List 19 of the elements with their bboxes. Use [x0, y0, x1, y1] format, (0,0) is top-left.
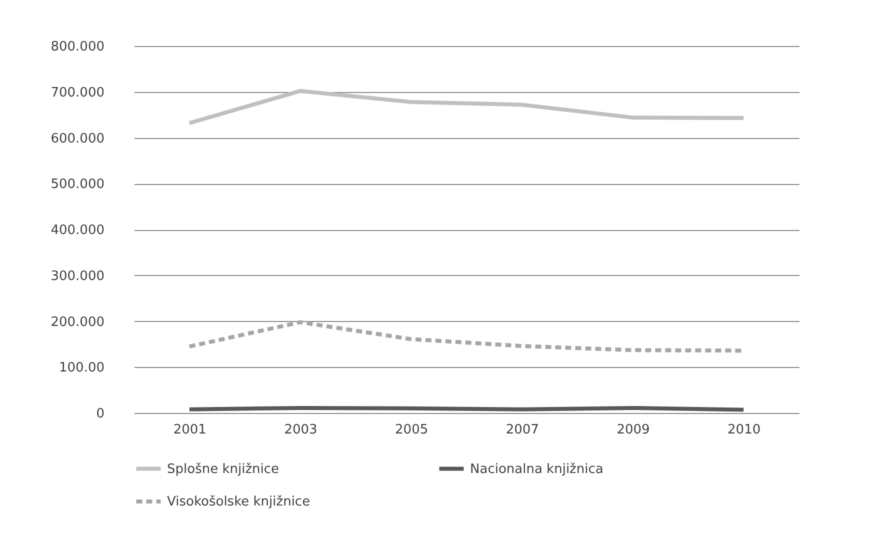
legend-label: Nacionalna knjižnica	[470, 462, 604, 477]
y-tick-label: 100.00	[59, 360, 104, 376]
legend-label: Visokošolske knjižnice	[167, 494, 310, 510]
x-tick-label: 2001	[173, 422, 206, 438]
y-tick-label: 0	[96, 406, 104, 422]
y-tick-label: 400.000	[50, 223, 104, 238]
y-tick-label: 200.000	[50, 314, 104, 330]
y-tick-label: 500.000	[50, 177, 104, 192]
y-tick-label: 600.000	[50, 131, 104, 146]
x-tick-label: 2010	[728, 422, 761, 438]
line-series	[187, 88, 746, 126]
y-tick-label: 700.000	[50, 85, 104, 100]
legend-label: Splošne knjižnice	[167, 462, 280, 477]
x-tick-label: 2005	[395, 422, 428, 438]
y-tick-label: 800.000	[50, 40, 104, 54]
x-tick-label: 2007	[506, 422, 539, 438]
x-tick-label: 2009	[616, 422, 650, 438]
x-tick-label: 2003	[284, 422, 318, 438]
y-tick-label: 300.000	[50, 268, 104, 284]
